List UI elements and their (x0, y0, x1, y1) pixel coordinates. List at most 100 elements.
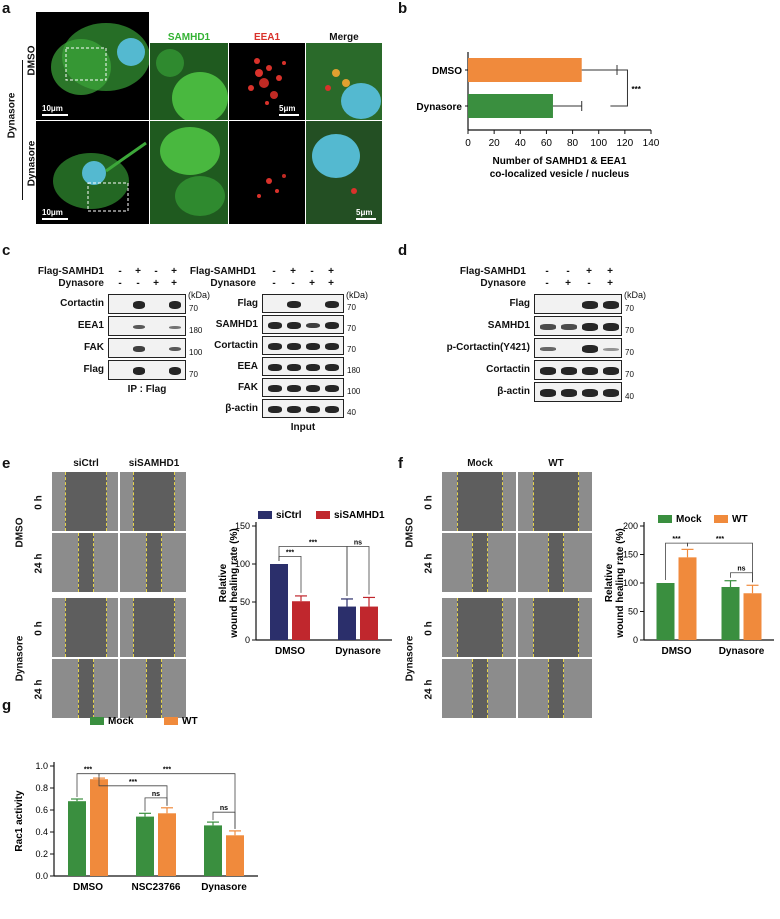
wound-image (120, 472, 186, 531)
blot-row (108, 294, 186, 314)
panel-label-g: g (2, 697, 12, 714)
scale-bar-a-eea1: 5μm (279, 104, 299, 116)
condition-sign: - (545, 266, 549, 277)
channel-title-eea1: EEA1 (253, 32, 281, 43)
band (306, 385, 320, 392)
band (132, 367, 146, 375)
y-tick-label: 0.8 (35, 783, 48, 793)
wound-image (52, 598, 118, 657)
wound-gap (456, 472, 504, 531)
condition-sign: + (328, 266, 334, 277)
bar-mock-dynasore (204, 825, 222, 876)
x-tick-label: 60 (541, 138, 553, 149)
y-tick-label: 150 (623, 550, 638, 560)
treatment-label: DMSO (14, 517, 26, 548)
blot-row (534, 294, 622, 314)
row-label: Cortactin (214, 339, 258, 351)
y-tick-label: 0.4 (35, 827, 48, 837)
blot-row (108, 338, 186, 358)
chart-g: 0.0 0.2 0.4 0.6 0.8 1.0 DMSO NSC23766 Dynasore Mo… (14, 716, 258, 893)
blot-caption: IP : Flag (127, 384, 167, 395)
significance-bracket (98, 776, 168, 806)
category-label: Dynasore (201, 882, 247, 893)
condition-label: Dynasore (480, 278, 526, 289)
condition-label: Dynasore (58, 278, 104, 289)
x-tick-label: 40 (515, 138, 527, 149)
cell-overview-dynasore (53, 141, 147, 212)
wound-image (442, 533, 516, 592)
condition-sign: + (135, 266, 141, 277)
condition-sign: - (566, 266, 570, 277)
condition-sign: + (328, 278, 334, 289)
wound-image (518, 472, 592, 531)
significance-label: ns (354, 540, 362, 547)
wound-gap (133, 598, 175, 657)
condition-sign: - (587, 278, 591, 289)
legend-label-wt: WT (182, 716, 198, 727)
bar-wt-nsc23766 (158, 813, 176, 876)
row-label: p-Cortactin(Y421) (446, 342, 530, 353)
row-label: SAMHD1 (215, 318, 258, 330)
band (325, 385, 339, 392)
significance-label: *** (309, 540, 317, 547)
band (540, 367, 556, 375)
bar-wt-dynasore (743, 593, 762, 640)
bar-dmso (468, 58, 582, 82)
significance-label: ns (737, 566, 745, 573)
condition-label: Dynasore (210, 278, 256, 289)
mw-marker: 70 (625, 326, 634, 335)
band (268, 364, 282, 371)
blot-caption: Input (290, 422, 316, 433)
blot-row (534, 316, 622, 336)
row-label: Flag (83, 364, 104, 375)
time-label: 24 h (33, 553, 45, 574)
condition-label: Flag-SAMHD1 (37, 266, 104, 277)
bar-sictrl-dmso (270, 564, 288, 640)
mw-marker: 100 (189, 348, 203, 357)
panel-label-d: d (398, 242, 408, 259)
wound-image (442, 472, 516, 531)
row-label: β-actin (225, 402, 258, 414)
band (168, 325, 182, 329)
row-label: FAK (238, 381, 258, 393)
panel-label-c: c (2, 242, 11, 259)
wound-image (518, 598, 592, 657)
mw-marker: 70 (189, 370, 198, 379)
mw-marker: 40 (347, 408, 356, 417)
micrograph-dmso-samhd1 (150, 43, 228, 120)
wound-gap (471, 533, 489, 592)
wound-image (518, 659, 592, 718)
band (306, 364, 320, 371)
y-tick-label: 0.0 (35, 871, 48, 881)
blot-row (262, 294, 344, 313)
band (306, 406, 320, 413)
wound-gap (532, 472, 580, 531)
x-tick-label: 20 (489, 138, 501, 149)
bar-sisamhd1-dmso (292, 601, 310, 640)
y-tick-label: 0 (245, 635, 250, 645)
legend-label-mock: Mock (108, 716, 134, 727)
condition-sign: - (154, 266, 158, 277)
cell-overview-dmso (51, 23, 149, 95)
bar-mock-nsc23766 (136, 816, 154, 876)
x-tick-label: 0 (465, 138, 471, 149)
band (540, 324, 556, 330)
wound-image (120, 533, 186, 592)
condition-sign: - (310, 266, 314, 277)
significance-bracket (730, 572, 753, 583)
blot-row (108, 316, 186, 336)
row-label: Cortactin (486, 364, 530, 375)
blot-row (534, 382, 622, 402)
legend-swatch-mock (90, 717, 104, 725)
mw-marker: 70 (625, 348, 634, 357)
mw-marker: 100 (347, 387, 361, 396)
chart-e: 0 50 100 150 DMSO Dynasore siCtrl siSAMHD1 Relat… (218, 510, 392, 657)
micrograph-dynasore-eea1 (229, 121, 305, 224)
significance-label: *** (631, 85, 641, 94)
blot-row (108, 360, 186, 380)
band (287, 301, 301, 308)
wound-image (120, 598, 186, 657)
mw-marker: 40 (625, 392, 634, 401)
legend-swatch-sictrl (258, 511, 272, 519)
micrograph-dmso-merge (306, 43, 382, 120)
